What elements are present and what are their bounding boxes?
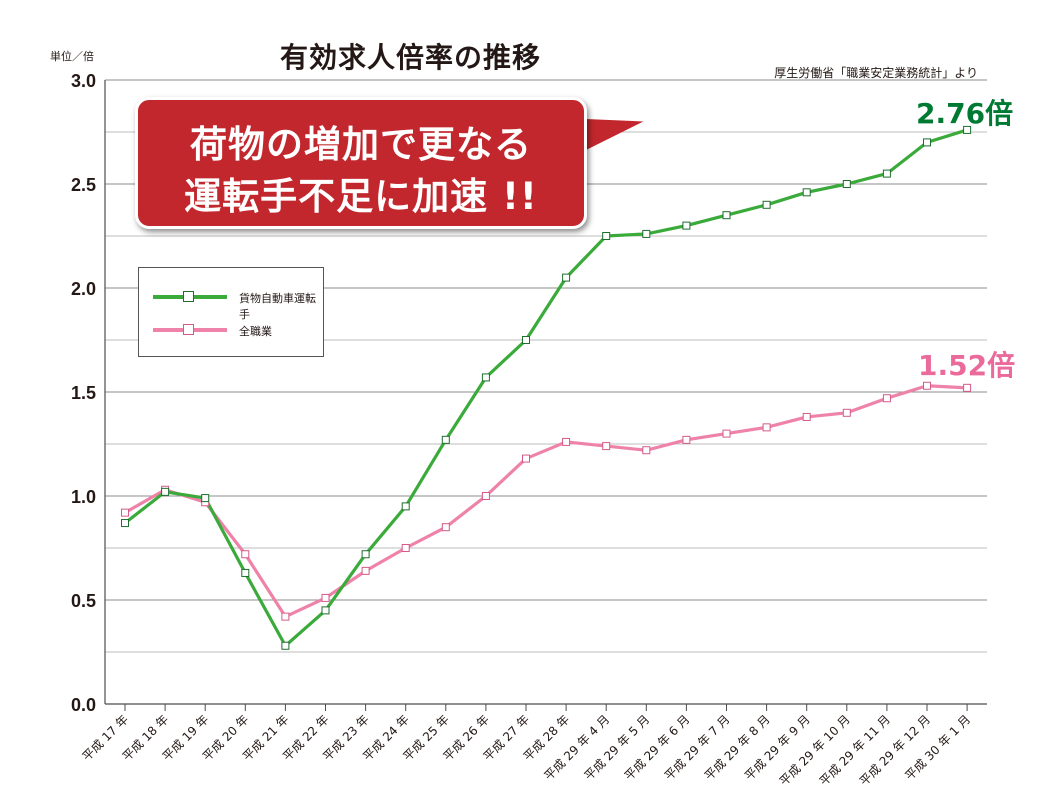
y-tick-label: 0.5 (71, 591, 96, 611)
callout-line-2: 運転手不足に加速 !! (184, 175, 538, 218)
data-point-all (682, 435, 691, 444)
end-value-all: 1.52倍 (918, 349, 1016, 382)
source-note: 厚生労働省「職業安定業務統計」より (774, 66, 978, 80)
data-point-freight (562, 273, 571, 282)
y-tick-label: 1.0 (71, 487, 96, 507)
data-point-freight (722, 211, 731, 220)
data-point-all (762, 423, 771, 432)
data-point-all (321, 593, 330, 602)
legend-label-freight: 貨物自動車運転手 (239, 292, 316, 321)
data-point-freight (441, 435, 450, 444)
chart-title: 有効求人倍率の推移 (280, 41, 542, 74)
data-point-freight (241, 568, 250, 577)
data-point-freight (201, 494, 210, 503)
data-point-all (481, 492, 490, 500)
data-point-freight (522, 336, 530, 344)
data-point-freight (281, 641, 290, 650)
data-point-all (361, 566, 370, 575)
unit-label: 単位／倍 (50, 50, 94, 63)
series-lines (124, 128, 968, 648)
data-point-all (882, 394, 891, 403)
data-point-freight (802, 188, 811, 197)
data-point-freight (121, 519, 129, 528)
legend-item-all: 全職業 (139, 320, 323, 340)
data-point-all (441, 523, 450, 532)
data-point-freight (481, 373, 490, 382)
series-line-freight (124, 128, 968, 648)
data-point-all (642, 446, 651, 455)
data-point-all (522, 454, 530, 463)
legend-item-freight: 貨物自動車運転手 (139, 287, 323, 321)
y-tick-label: 2.0 (71, 279, 96, 299)
y-tick-labels: 0.0 0.5 1.0 1.5 2.0 2.5 3.0 (71, 71, 96, 715)
data-point-all (842, 408, 851, 417)
x-tick-label: 平成 29 年 10 月 (777, 712, 853, 788)
data-point-freight (842, 180, 851, 188)
legend-label-all: 全職業 (239, 325, 272, 338)
data-point-all (281, 612, 290, 621)
data-point-all (562, 437, 571, 446)
x-tick-label: 平成 29 年 11 月 (817, 712, 893, 788)
data-point-freight (762, 200, 771, 209)
y-tick-label: 2.5 (71, 175, 96, 195)
y-tick-label: 0.0 (71, 695, 96, 715)
data-point-all (241, 550, 250, 559)
data-point-all (802, 412, 811, 421)
x-tick-labels: 平成 17 年平成 18 年平成 19 年平成 20 年平成 21 年平成 22… (80, 712, 974, 788)
data-point-all (722, 429, 731, 438)
legend: 貨物自動車運転手 全職業 (138, 267, 324, 357)
data-point-freight (161, 487, 170, 496)
data-point-freight (602, 232, 611, 240)
data-point-all (401, 544, 410, 552)
data-point-freight (682, 221, 691, 230)
callout-bubble: 荷物の増加で更なる 運転手不足に加速 !! (135, 97, 587, 229)
series-markers (121, 125, 972, 650)
y-tick-label: 1.5 (71, 383, 96, 403)
data-point-all (923, 381, 931, 390)
data-point-freight (923, 138, 931, 147)
data-point-freight (642, 229, 651, 238)
data-point-freight (321, 606, 330, 615)
data-point-freight (963, 125, 972, 134)
data-point-freight (401, 502, 410, 511)
end-value-freight: 2.76倍 (916, 97, 1014, 130)
y-tick-label: 3.0 (71, 71, 96, 91)
series-line-all (124, 384, 968, 619)
data-point-freight (882, 169, 891, 178)
data-point-all (121, 508, 129, 517)
legend-marker-freight (183, 291, 194, 302)
callout-line-1: 荷物の増加で更なる (190, 123, 532, 166)
data-point-all (602, 442, 611, 451)
data-point-all (963, 383, 972, 392)
axes (104, 80, 987, 711)
legend-marker-all (183, 324, 194, 335)
x-tick-label: 平成 29 年 12 月 (857, 712, 933, 788)
data-point-freight (361, 550, 370, 559)
